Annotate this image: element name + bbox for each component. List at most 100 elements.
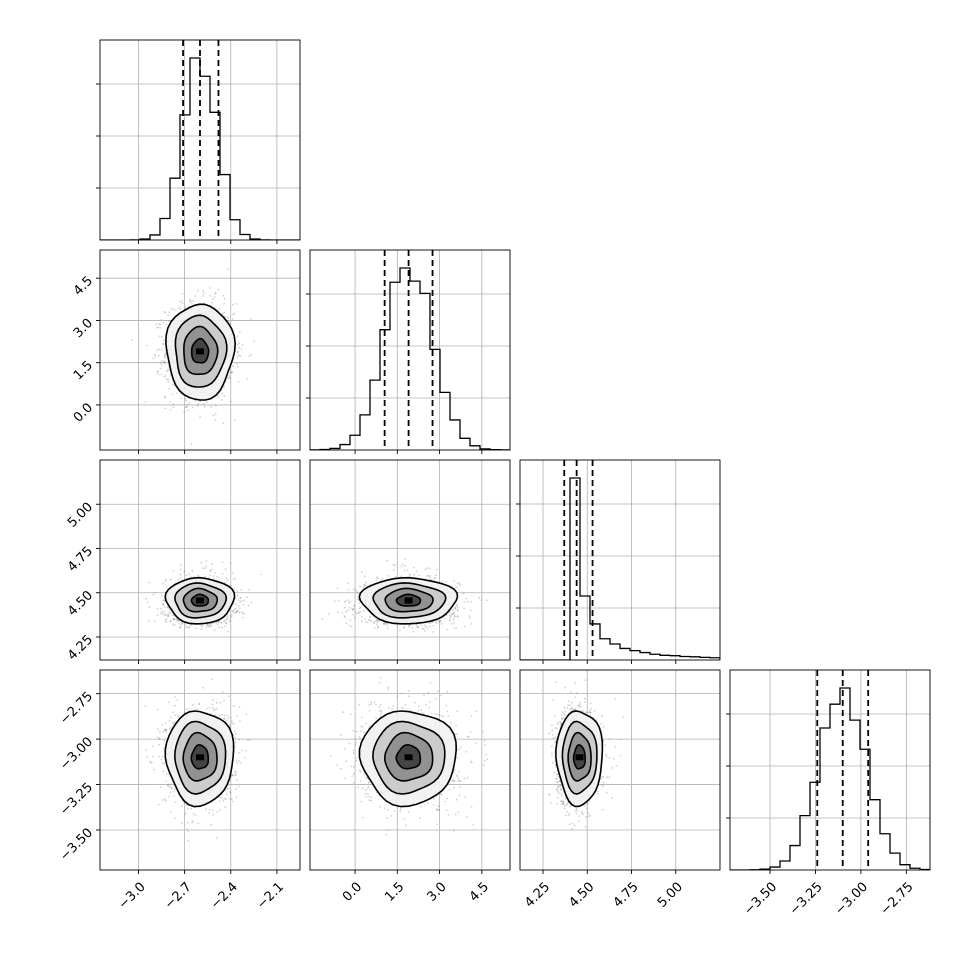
sample-point bbox=[205, 565, 208, 568]
sample-point bbox=[236, 594, 239, 597]
sample-point bbox=[144, 597, 147, 600]
sample-point bbox=[223, 311, 226, 314]
sample-point bbox=[190, 442, 193, 445]
sample-point bbox=[364, 618, 367, 620]
sample-point bbox=[399, 629, 401, 632]
sample-point bbox=[159, 786, 162, 788]
sample-point bbox=[223, 302, 225, 305]
sample-point bbox=[349, 619, 352, 621]
sample-point bbox=[372, 621, 375, 623]
sample-point bbox=[424, 568, 427, 570]
sample-point bbox=[167, 378, 170, 381]
sample-point bbox=[417, 626, 420, 629]
sample-point bbox=[217, 620, 220, 623]
sample-point bbox=[212, 699, 214, 701]
sample-point bbox=[239, 596, 241, 599]
scatter-panel-0-3 bbox=[96, 669, 301, 874]
sample-point bbox=[225, 622, 228, 625]
sample-point bbox=[415, 570, 418, 573]
sample-point bbox=[226, 377, 229, 379]
sample-point bbox=[221, 312, 224, 315]
sample-point bbox=[228, 618, 231, 620]
sample-point bbox=[449, 618, 451, 620]
sample-point bbox=[222, 422, 225, 425]
sample-point bbox=[421, 627, 424, 630]
sample-point bbox=[400, 565, 403, 568]
density-peak bbox=[196, 348, 204, 355]
sample-point bbox=[196, 404, 199, 407]
sample-point bbox=[172, 383, 174, 386]
sample-point bbox=[215, 622, 218, 625]
sample-point bbox=[184, 398, 187, 400]
sample-point bbox=[383, 622, 386, 625]
sample-point bbox=[170, 726, 172, 729]
sample-point bbox=[228, 375, 231, 377]
sample-point bbox=[185, 626, 188, 629]
sample-point bbox=[366, 621, 369, 624]
sample-point bbox=[236, 335, 239, 338]
sample-point bbox=[233, 588, 235, 590]
sample-point bbox=[214, 404, 217, 407]
sample-point bbox=[168, 701, 171, 704]
sample-point bbox=[144, 401, 147, 403]
sample-point bbox=[456, 606, 459, 609]
sample-point bbox=[163, 310, 166, 313]
sample-point bbox=[376, 577, 379, 579]
sample-point bbox=[229, 619, 232, 622]
sample-point bbox=[351, 609, 354, 611]
sample-point bbox=[235, 611, 238, 613]
sample-point bbox=[223, 625, 226, 628]
sample-point bbox=[363, 583, 365, 586]
sample-point bbox=[354, 617, 356, 620]
sample-point bbox=[162, 730, 164, 733]
sample-point bbox=[216, 575, 219, 578]
sample-point bbox=[229, 372, 232, 374]
sample-point bbox=[164, 354, 167, 356]
sample-point bbox=[383, 623, 385, 626]
sample-point bbox=[209, 625, 211, 628]
sample-point bbox=[156, 708, 159, 711]
sample-point bbox=[349, 600, 352, 603]
sample-point bbox=[432, 625, 435, 627]
sample-point bbox=[443, 617, 446, 620]
sample-point bbox=[243, 612, 245, 615]
sample-point bbox=[168, 311, 171, 314]
sample-point bbox=[163, 361, 166, 364]
panel-frame bbox=[99, 249, 301, 451]
sample-point bbox=[364, 575, 366, 578]
sample-point bbox=[231, 371, 234, 374]
sample-point bbox=[236, 356, 239, 358]
sample-point bbox=[186, 406, 189, 408]
sample-point bbox=[191, 406, 194, 409]
sample-point bbox=[412, 630, 415, 633]
sample-point bbox=[356, 591, 358, 593]
sample-point bbox=[426, 567, 429, 569]
sample-point bbox=[420, 624, 423, 626]
sample-point bbox=[181, 622, 184, 625]
sample-point bbox=[449, 616, 452, 618]
sample-point bbox=[237, 366, 239, 368]
sample-point bbox=[184, 623, 187, 625]
density-contour-line bbox=[182, 587, 219, 613]
sample-point bbox=[169, 811, 172, 814]
sample-point bbox=[367, 619, 370, 621]
sample-point bbox=[181, 292, 184, 295]
sample-point bbox=[180, 624, 182, 627]
sample-point bbox=[392, 563, 395, 566]
sample-point bbox=[165, 323, 168, 326]
sample-point bbox=[230, 616, 232, 618]
sample-point bbox=[225, 617, 228, 619]
sample-point bbox=[161, 612, 164, 615]
sample-point bbox=[183, 570, 186, 573]
sample-point bbox=[360, 620, 363, 623]
sample-point bbox=[363, 584, 366, 587]
sample-point bbox=[426, 627, 429, 630]
sample-point bbox=[221, 392, 224, 395]
sample-point bbox=[185, 574, 188, 577]
sample-point bbox=[149, 761, 152, 764]
sample-point bbox=[429, 567, 431, 570]
sample-point bbox=[204, 567, 206, 570]
sample-point bbox=[440, 622, 443, 625]
sample-point bbox=[199, 416, 202, 419]
